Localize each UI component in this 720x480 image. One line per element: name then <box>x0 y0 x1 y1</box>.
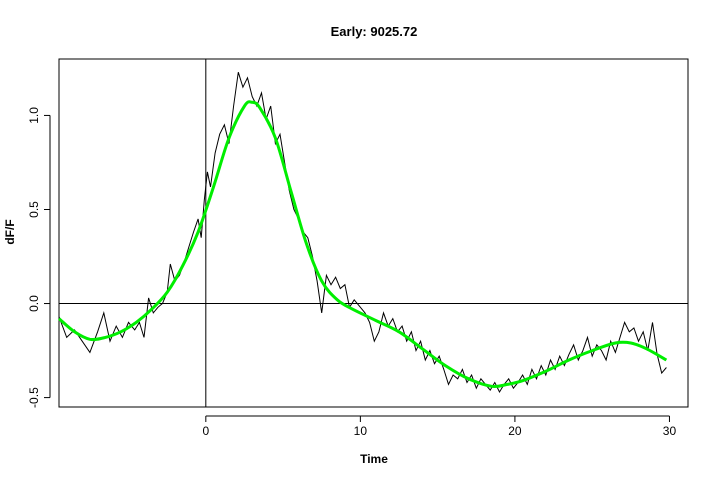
raw-trace-line <box>58 72 667 394</box>
x-tick-label: 20 <box>508 424 522 438</box>
x-axis-label: Time <box>360 452 388 466</box>
x-tick-label: 10 <box>354 424 368 438</box>
y-tick-label: 0.0 <box>27 295 41 312</box>
y-axis-label: dF/F <box>3 219 17 244</box>
plot-area: 0 10 20 30 -0.5 0.0 0.5 1.0 <box>27 58 689 438</box>
y-tick-label: 0.5 <box>27 201 41 218</box>
smoothed-trace-line <box>58 100 668 389</box>
plot-frame <box>58 58 689 408</box>
y-tick-label: 1.0 <box>27 107 41 124</box>
y-tick-label: -0.5 <box>27 387 41 408</box>
x-tick-label: 30 <box>663 424 677 438</box>
x-tick-label: 0 <box>202 424 209 438</box>
chart-title: Early: 9025.72 <box>331 24 418 39</box>
